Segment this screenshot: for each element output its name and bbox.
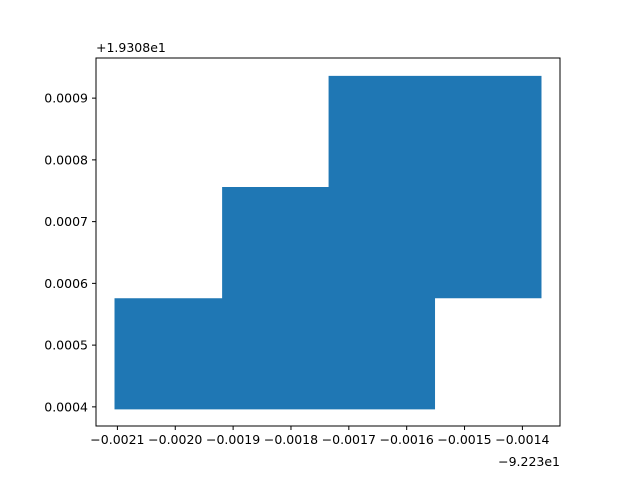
y-tick-label: 0.0004 bbox=[44, 399, 88, 414]
y-tick-label: 0.0006 bbox=[44, 276, 88, 291]
y-tick-label: 0.0005 bbox=[44, 338, 88, 353]
x-tick-label: −0.0015 bbox=[437, 432, 491, 447]
y-tick-label: 0.0008 bbox=[44, 152, 88, 167]
area-polygon bbox=[114, 75, 542, 410]
y-axis: 0.0004 0.0005 0.0006 0.0007 0.0008 0.0009 bbox=[44, 91, 96, 414]
x-axis-offset-label: −9.223e1 bbox=[498, 454, 560, 469]
y-tick-label: 0.0009 bbox=[44, 91, 88, 106]
x-tick-label: −0.0018 bbox=[264, 432, 318, 447]
x-tick-label: −0.0021 bbox=[90, 432, 144, 447]
y-tick-label: 0.0007 bbox=[44, 214, 88, 229]
x-tick-label: −0.0017 bbox=[322, 432, 376, 447]
x-tick-label: −0.0016 bbox=[380, 432, 434, 447]
x-tick-label: −0.0020 bbox=[148, 432, 202, 447]
plot-area bbox=[114, 75, 542, 410]
x-tick-label: −0.0019 bbox=[206, 432, 260, 447]
axes-frame bbox=[95, 57, 561, 427]
x-axis: −0.0021 −0.0020 −0.0019 −0.0018 −0.0017 −0.00… bbox=[90, 426, 550, 447]
y-axis-offset-label: +1.9308e1 bbox=[96, 40, 166, 55]
x-tick-label: −0.0014 bbox=[495, 432, 549, 447]
